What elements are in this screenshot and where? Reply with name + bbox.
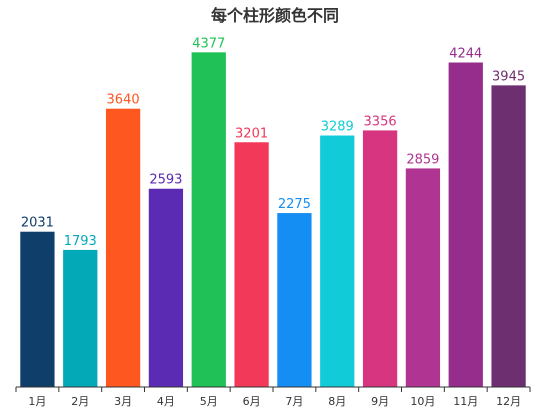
bar-1 bbox=[20, 231, 55, 387]
bar-9 bbox=[362, 130, 398, 387]
x-tick-label-2: 2月 bbox=[71, 395, 89, 408]
value-labels-group: 2031 1793 3640 2593 4377 3201 2275 3289 3356 2859… bbox=[21, 36, 525, 249]
x-tick-label-3: 3月 bbox=[114, 395, 132, 408]
bar-6 bbox=[234, 142, 269, 387]
bar-value-label-3: 3640 bbox=[107, 93, 140, 108]
bar-12 bbox=[491, 85, 526, 388]
x-tick-label-5: 5月 bbox=[200, 395, 218, 408]
x-tick-label-8: 8月 bbox=[328, 395, 346, 408]
bar-4 bbox=[148, 188, 184, 387]
x-tick-label-4: 4月 bbox=[157, 395, 175, 408]
bar-value-label-11: 4244 bbox=[449, 47, 482, 62]
x-ticks-group bbox=[15, 387, 531, 392]
bar-value-label-12: 3945 bbox=[492, 69, 525, 84]
bars-group bbox=[20, 52, 526, 388]
bar-value-label-8: 3289 bbox=[321, 120, 354, 135]
x-tick-label-12: 12月 bbox=[496, 395, 521, 408]
bar-11 bbox=[448, 62, 483, 387]
x-tick-labels-group: 1月 2月 3月 4月 5月 6月 7月 8月 9月 10月 11月 12月 bbox=[28, 395, 521, 408]
bar-value-label-1: 2031 bbox=[21, 216, 54, 231]
bar-value-label-2: 1793 bbox=[64, 234, 97, 249]
bar-value-label-5: 4377 bbox=[192, 36, 225, 51]
x-tick-label-9: 9月 bbox=[371, 395, 389, 408]
bar-8 bbox=[320, 135, 355, 387]
bar-value-label-6: 3201 bbox=[235, 126, 268, 141]
bar-7 bbox=[277, 213, 312, 387]
x-tick-label-7: 7月 bbox=[285, 395, 303, 408]
bar-value-label-10: 2859 bbox=[406, 152, 439, 167]
x-tick-label-10: 10月 bbox=[410, 395, 435, 408]
bar-value-label-7: 2275 bbox=[278, 197, 311, 212]
bar-10 bbox=[405, 168, 441, 387]
bar-2 bbox=[63, 249, 98, 387]
bar-3 bbox=[105, 108, 141, 387]
bar-5 bbox=[191, 52, 226, 388]
x-tick-label-6: 6月 bbox=[243, 395, 261, 408]
bar-value-label-9: 3356 bbox=[364, 114, 397, 129]
bar-value-label-4: 2593 bbox=[149, 173, 182, 188]
x-tick-label-11: 11月 bbox=[453, 395, 478, 408]
chart-title: 每个柱形颜色不同 bbox=[210, 6, 339, 25]
x-tick-label-1: 1月 bbox=[28, 395, 46, 408]
